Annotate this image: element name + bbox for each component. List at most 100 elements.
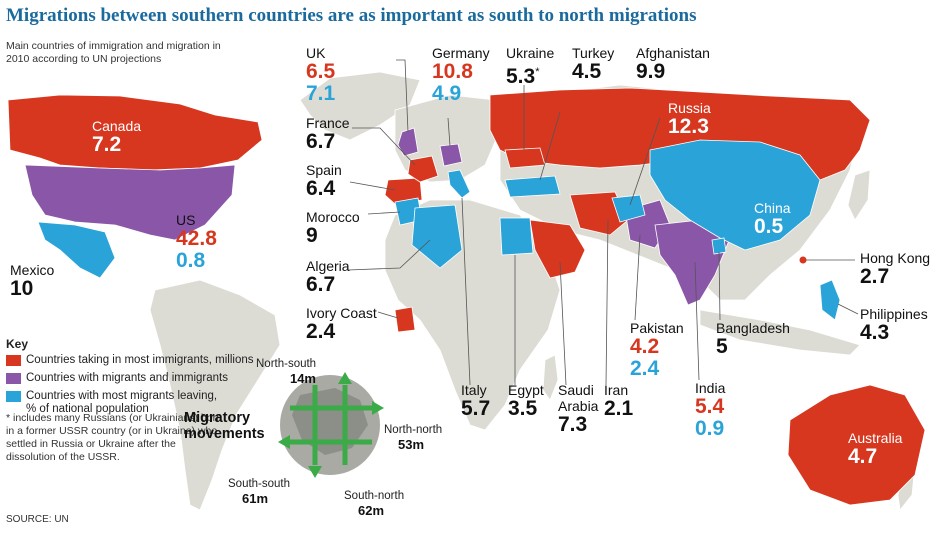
- india-emigrants: 0.9: [695, 417, 725, 440]
- us-name: US: [176, 212, 196, 228]
- hong-kong-immigrants: 2.7: [860, 265, 890, 288]
- morocco-name: Morocco: [306, 209, 360, 225]
- bangladesh-shape: [711, 237, 727, 255]
- afghanistan-emigrants: 9.9: [636, 60, 666, 83]
- arrowhead-3: [372, 401, 384, 415]
- pakistan-name: Pakistan: [630, 320, 684, 336]
- label-turkey: Turkey 4.5: [572, 45, 614, 83]
- flow-north-south: North-south 14m: [256, 358, 316, 386]
- migratory-globe: [278, 372, 384, 478]
- saudi-immigrants: 7.3: [558, 413, 588, 436]
- label-spain: Spain 6.4: [306, 162, 342, 200]
- afghanistan-leader: [629, 117, 661, 206]
- migratory-title-line2: movements: [184, 426, 265, 442]
- canada-shape: [7, 94, 263, 171]
- germany-emigrants: 4.9: [432, 82, 462, 105]
- north-south-label: North-south: [256, 358, 317, 370]
- swatch-purple: [6, 373, 21, 384]
- blue-countries: [37, 139, 841, 321]
- morocco-leader: [367, 211, 401, 215]
- pakistan-immigrants: 4.2: [630, 335, 660, 358]
- ukraine-immigrants: 5.3*: [506, 61, 554, 88]
- label-australia: Australia 4.7: [848, 430, 902, 468]
- iran-leader: [605, 219, 609, 386]
- ukraine-shape: [504, 147, 546, 169]
- canada-immigrants: 7.2: [92, 133, 122, 156]
- egypt-emigrants: 3.5: [508, 397, 538, 420]
- globe-land: [292, 388, 368, 455]
- afghanistan-shape: [611, 194, 646, 223]
- legend-label-emigrants-2: % of national population: [26, 403, 149, 415]
- spain-leader: [349, 181, 396, 191]
- subtitle: Main countries of immigration and migrat…: [6, 40, 221, 65]
- bangladesh-emigrants: 5: [716, 335, 728, 358]
- india-leader: [694, 261, 700, 381]
- saudi-name-line1: Saudi: [558, 382, 594, 398]
- label-us: US 42.8 0.8: [176, 212, 217, 272]
- south-south-value: 61m: [242, 491, 269, 506]
- label-pakistan: Pakistan 4.2 2.4: [630, 320, 684, 380]
- ivory-coast-name: Ivory Coast: [306, 305, 377, 321]
- north-south-value: 14m: [289, 371, 316, 386]
- algeria-emigrants: 6.7: [306, 273, 336, 296]
- arrowhead-2: [338, 372, 352, 384]
- bangladesh-name: Bangladesh: [716, 320, 790, 336]
- france-shape: [407, 155, 439, 183]
- china-shape: [649, 139, 821, 251]
- russia-immigrants: 12.3: [668, 115, 709, 138]
- mexico-emigrants: 10: [10, 277, 34, 300]
- us-emigrants: 0.8: [176, 249, 206, 272]
- turkey-name: Turkey: [572, 45, 615, 61]
- iran-name: Iran: [604, 382, 629, 398]
- italy-shape: [447, 169, 471, 199]
- legend: Key Countries taking in most immigrants,…: [6, 337, 266, 421]
- flow-south-south: South-south 61m: [228, 478, 290, 506]
- leader-lines: [347, 59, 859, 386]
- swatch-blue: [6, 391, 21, 402]
- uk-immigrants: 6.5: [306, 60, 336, 83]
- legend-label-both: Countries with migrants and immigrants: [26, 372, 228, 384]
- legend-item-immigrants: Countries taking in most immigrants, mil…: [6, 354, 266, 367]
- uk-leader: [396, 59, 409, 133]
- india-name: India: [695, 380, 726, 396]
- mexico-shape: [37, 221, 116, 279]
- mexico-name: Mexico: [10, 262, 55, 278]
- label-italy: Italy 5.7: [461, 382, 490, 420]
- purple-countries: [24, 127, 731, 306]
- italy-immigrants: 5.7: [461, 397, 491, 420]
- egypt-name: Egypt: [508, 382, 544, 398]
- algeria-shape: [411, 204, 463, 269]
- pakistan-leader: [634, 234, 641, 321]
- swatch-red: [6, 355, 21, 366]
- turkey-emigrants: 4.5: [572, 60, 602, 83]
- label-india: India 5.4 0.9: [695, 380, 725, 440]
- label-bangladesh: Bangladesh 5: [716, 320, 790, 358]
- label-egypt: Egypt 3.5: [508, 382, 544, 420]
- saudi-arabia-shape: [529, 219, 586, 279]
- label-ivory-coast: Ivory Coast 2.4: [306, 305, 377, 343]
- south-south-label: South-south: [228, 478, 291, 490]
- label-morocco: Morocco 9: [306, 209, 360, 247]
- madagascar-shape: [542, 354, 559, 401]
- india-immigrants: 5.4: [695, 395, 725, 418]
- france-immigrants: 6.7: [306, 130, 336, 153]
- china-name: China: [754, 200, 791, 216]
- legend-item-emigrants: Countries with most migrants leaving, % …: [6, 390, 266, 416]
- australia-name: Australia: [848, 430, 903, 446]
- label-ukraine: Ukraine 5.3*: [506, 45, 554, 88]
- ivory-coast-immigrants: 2.4: [306, 320, 336, 343]
- us-immigrants: 42.8: [176, 227, 217, 250]
- hong-kong-name: Hong Kong: [860, 250, 931, 266]
- philippines-shape: [819, 279, 841, 321]
- canada-name: Canada: [92, 118, 142, 134]
- philippines-leader: [837, 303, 859, 315]
- saudi-name-line2: Arabia: [558, 398, 599, 414]
- legend-label-emigrants-1: Countries with most migrants leaving,: [26, 390, 218, 402]
- label-iran: Iran 2.1: [604, 382, 633, 420]
- afghanistan-name: Afghanistan: [636, 45, 710, 61]
- footnote: * includes many Russians (or Ukrainians)…: [6, 412, 222, 463]
- label-afghanistan: Afghanistan 9.9: [636, 45, 710, 83]
- flow-north-north: North-north 53m: [384, 424, 442, 452]
- flow-south-north: South-north 62m: [344, 490, 404, 518]
